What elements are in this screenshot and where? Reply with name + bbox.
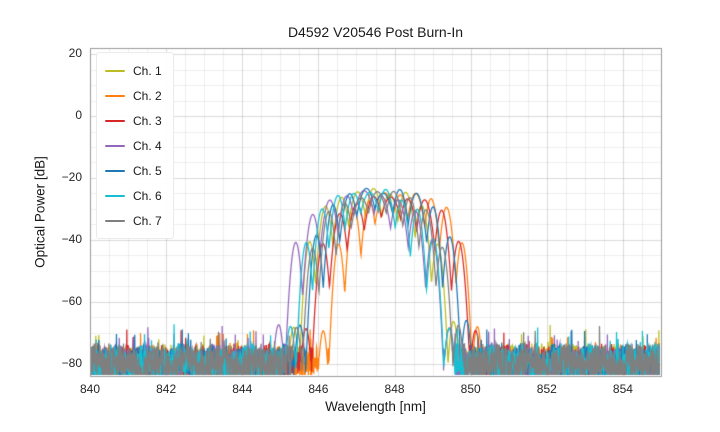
- x-axis-label: Wavelength [nm]: [325, 399, 426, 414]
- legend-item: Ch. 7: [105, 208, 162, 233]
- legend-item-label: Ch. 3: [133, 113, 162, 128]
- legend-item-label: Ch. 6: [133, 188, 162, 203]
- legend: Ch. 1 Ch. 2 Ch. 3 Ch. 4 Ch. 5 Ch. 6 Ch. 7: [96, 52, 174, 239]
- x-tick-label: 842: [156, 382, 177, 396]
- y-tick-label: −40: [61, 231, 82, 246]
- legend-line-swatch: [105, 169, 125, 172]
- x-tick-label: 840: [79, 382, 101, 396]
- legend-line-swatch: [105, 119, 125, 122]
- chart-title: D4592 V20546 Post Burn-In: [287, 24, 464, 40]
- legend-item: Ch. 6: [105, 183, 162, 208]
- y-tick-label: 0: [75, 108, 82, 123]
- legend-item-label: Ch. 5: [133, 163, 162, 178]
- x-tick-label: 852: [536, 382, 557, 396]
- legend-item-label: Ch. 2: [133, 88, 162, 103]
- legend-line-swatch: [105, 69, 125, 72]
- legend-item-label: Ch. 4: [133, 138, 162, 153]
- legend-line-swatch: [105, 144, 125, 147]
- x-tick-label: 850: [460, 382, 481, 396]
- y-tick-label: −60: [61, 293, 82, 308]
- y-tick-label: −80: [61, 355, 82, 370]
- legend-item: Ch. 5: [105, 158, 162, 183]
- legend-item-label: Ch. 7: [133, 213, 162, 228]
- legend-item: Ch. 2: [105, 83, 162, 108]
- legend-item: Ch. 1: [105, 58, 162, 83]
- legend-item: Ch. 4: [105, 133, 162, 158]
- legend-line-swatch: [105, 94, 125, 97]
- x-tick-label: 844: [232, 382, 253, 396]
- x-tick-label: 854: [612, 382, 633, 396]
- legend-line-swatch: [105, 194, 125, 197]
- x-tick-label: 848: [384, 382, 405, 396]
- y-tick-label: 20: [68, 46, 82, 61]
- x-tick-label: 846: [308, 382, 329, 396]
- legend-item: Ch. 3: [105, 108, 162, 133]
- legend-item-label: Ch. 1: [133, 63, 162, 78]
- y-tick-label: −20: [61, 169, 82, 184]
- legend-line-swatch: [105, 219, 125, 222]
